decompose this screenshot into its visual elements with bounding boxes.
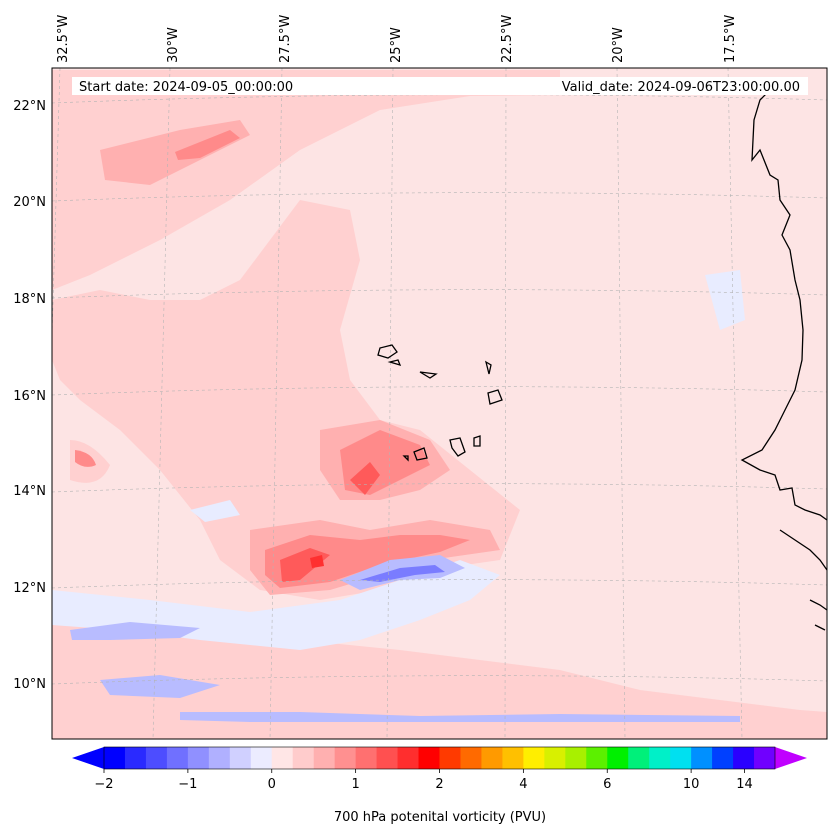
pv-contour <box>705 270 745 330</box>
colorbar-cell <box>481 747 503 769</box>
pv-contour <box>100 120 250 185</box>
colorbar-cell <box>229 747 252 769</box>
lat-label: 12°N <box>13 581 46 596</box>
colorbar-tick-label: 6 <box>603 777 611 792</box>
colorbar-under-arrow <box>72 747 104 769</box>
lon-label: 17.5°W <box>723 15 738 63</box>
colorbar-cell <box>733 747 755 769</box>
lat-label: 14°N <box>13 484 46 499</box>
pv-contour <box>100 675 220 698</box>
colorbar-tick-label: 1 <box>351 777 359 792</box>
pv-contour <box>52 70 560 290</box>
colorbar-cell <box>187 747 210 769</box>
colorbar-label: 700 hPa potenital vorticity (PVU) <box>334 810 546 825</box>
colorbar-cell <box>124 747 147 769</box>
start-date-label: Start date: 2024-09-05_00:00:00 <box>79 80 293 95</box>
colorbar-cell <box>670 747 692 769</box>
lon-label: 32.5°W <box>56 15 71 63</box>
lat-label: 22°N <box>13 99 46 114</box>
colorbar-cell <box>565 747 587 769</box>
pv-contour <box>75 450 96 467</box>
colorbar-cell <box>649 747 671 769</box>
lat-label: 20°N <box>13 195 46 210</box>
colorbar-cell <box>355 747 378 769</box>
lon-label: 27.5°W <box>278 15 293 63</box>
colorbar-cell <box>460 747 482 769</box>
colorbar-tick-label: 2 <box>435 777 443 792</box>
colorbar-ticks: −2 −1 0 1 2 4 6 10 14 <box>94 769 753 792</box>
colorbar-cell <box>523 747 545 769</box>
colorbar-cell <box>754 747 776 769</box>
colorbar-tick-label: 10 <box>683 777 700 792</box>
colorbar-cell <box>104 747 126 769</box>
lon-label: 22.5°W <box>500 15 515 63</box>
colorbar-cell <box>712 747 734 769</box>
pv-contour <box>180 712 740 722</box>
colorbar-cell <box>502 747 524 769</box>
colorbar-cell <box>292 747 315 769</box>
pv-contour <box>190 500 240 522</box>
colorbar-cell <box>313 747 336 769</box>
colorbar-cell <box>208 747 231 769</box>
date-strip <box>72 77 808 95</box>
longitude-labels: 32.5°W 30°W 27.5°W 25°W 22.5°W 20°W 17.5… <box>56 15 738 63</box>
coastline <box>377 89 827 631</box>
colorbar-cell <box>250 747 273 769</box>
pv-contour <box>350 462 380 495</box>
colorbar-tick-label: 4 <box>519 777 527 792</box>
lon-label: 25°W <box>389 27 404 63</box>
colorbar-over-arrow <box>775 747 807 769</box>
pv-contour <box>70 622 200 640</box>
colorbar-tick-label: −2 <box>94 777 113 792</box>
colorbar-tick-label: −1 <box>178 777 197 792</box>
colorbar-cells <box>104 747 776 769</box>
lat-label: 10°N <box>13 677 46 692</box>
colorbar-cell <box>439 747 461 769</box>
colorbar-cell <box>145 747 168 769</box>
lon-label: 30°W <box>166 27 181 63</box>
latitude-labels: 22°N 20°N 18°N 16°N 14°N 12°N 10°N <box>13 99 46 692</box>
pv-field <box>52 70 827 739</box>
colorbar-cell <box>544 747 566 769</box>
colorbar-cell <box>271 747 294 769</box>
colorbar-cell <box>376 747 399 769</box>
colorbar-cell <box>691 747 713 769</box>
lat-label: 16°N <box>13 389 46 404</box>
colorbar-cell <box>166 747 189 769</box>
map-frame <box>51 67 828 740</box>
colorbar-cell <box>334 747 357 769</box>
lon-label: 20°W <box>611 27 626 63</box>
pv-contour <box>360 565 445 582</box>
graticule <box>52 68 827 739</box>
pv-contour <box>265 535 470 588</box>
colorbar-cell <box>586 747 608 769</box>
pv-contour <box>175 130 240 160</box>
colorbar-tick-label: 0 <box>268 777 276 792</box>
colorbar-cell <box>397 747 420 769</box>
colorbar: −2 −1 0 1 2 4 6 10 14 700 hPa potenital vorticit… <box>72 746 807 825</box>
colorbar-cell <box>628 747 650 769</box>
pv-contour <box>52 200 520 600</box>
lat-label: 18°N <box>13 292 46 307</box>
colorbar-tick-label: 14 <box>736 777 753 792</box>
colorbar-cell <box>418 747 440 769</box>
valid-date-label: Valid_date: 2024-09-06T23:00:00.00 <box>562 80 800 95</box>
pv-contour <box>310 555 324 568</box>
colorbar-cell <box>607 747 629 769</box>
